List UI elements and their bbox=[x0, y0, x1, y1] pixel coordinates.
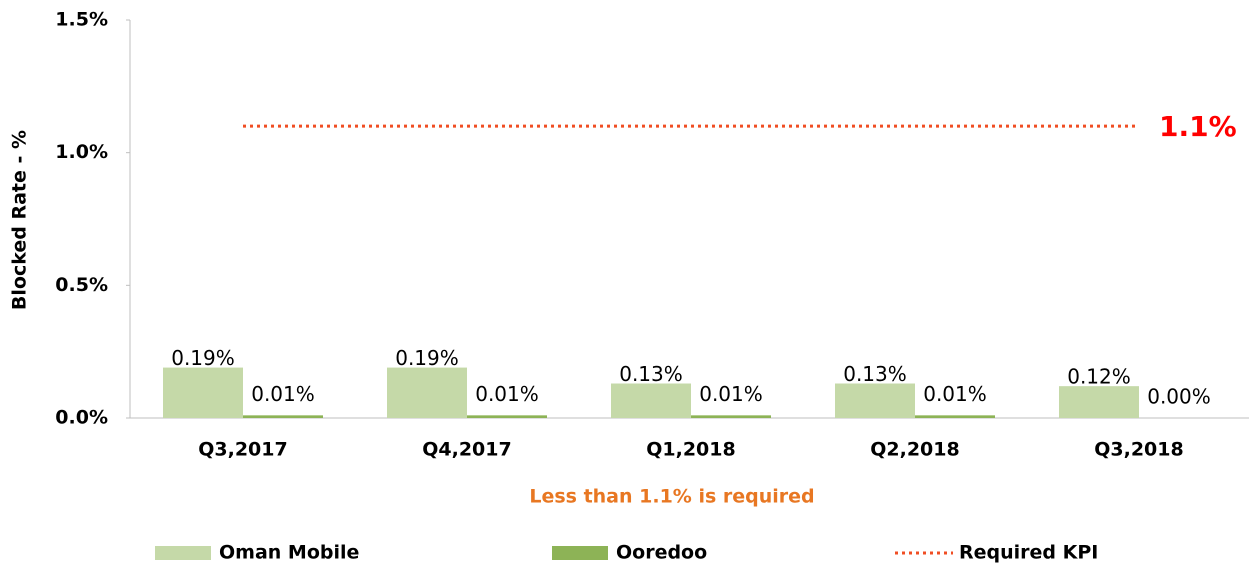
bar bbox=[691, 415, 771, 418]
bar bbox=[835, 383, 915, 418]
x-tick-label: Q3,2018 bbox=[1094, 439, 1183, 461]
data-label: 0.01% bbox=[923, 382, 987, 406]
data-label: 0.01% bbox=[475, 382, 539, 406]
annotation: Less than 1.1% is required bbox=[529, 486, 814, 508]
y-tick-label: 1.5% bbox=[55, 9, 108, 31]
x-tick-label: Q1,2018 bbox=[646, 439, 735, 461]
data-label: 0.13% bbox=[619, 362, 683, 386]
y-tick-label: 1.0% bbox=[55, 141, 108, 163]
y-tick-label: 0.5% bbox=[55, 274, 108, 296]
bar bbox=[243, 415, 323, 418]
data-label: 0.00% bbox=[1147, 385, 1211, 409]
bar bbox=[611, 383, 691, 418]
bar bbox=[163, 367, 243, 418]
legend-label: Required KPI bbox=[959, 542, 1098, 564]
data-label: 0.01% bbox=[699, 382, 763, 406]
bar bbox=[915, 415, 995, 418]
y-axis-label: Blocked Rate - % bbox=[9, 130, 31, 310]
data-label: 0.19% bbox=[395, 346, 459, 370]
data-label: 0.01% bbox=[251, 382, 315, 406]
x-tick-label: Q3,2017 bbox=[198, 439, 287, 461]
bar bbox=[467, 415, 547, 418]
data-label: 0.13% bbox=[843, 362, 907, 386]
bar bbox=[387, 367, 467, 418]
legend-swatch bbox=[552, 546, 608, 560]
y-tick-label: 0.0% bbox=[55, 407, 108, 429]
x-tick-label: Q4,2017 bbox=[422, 439, 511, 461]
data-label: 0.12% bbox=[1067, 365, 1131, 389]
bar bbox=[1059, 386, 1139, 418]
data-label: 0.19% bbox=[171, 346, 235, 370]
legend-label: Oman Mobile bbox=[219, 542, 359, 564]
legend-swatch bbox=[155, 546, 211, 560]
x-tick-label: Q2,2018 bbox=[870, 439, 959, 461]
legend-label: Ooredoo bbox=[616, 542, 707, 564]
kpi-label: 1.1% bbox=[1159, 110, 1237, 143]
